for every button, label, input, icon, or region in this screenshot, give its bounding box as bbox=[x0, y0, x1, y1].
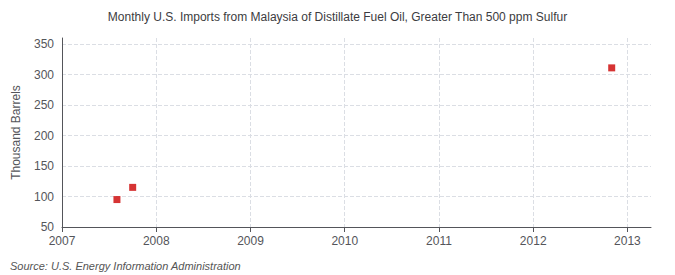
svg-text:50: 50 bbox=[41, 220, 55, 234]
svg-text:350: 350 bbox=[34, 37, 54, 51]
svg-text:Monthly U.S. Imports from Mala: Monthly U.S. Imports from Malaysia of Di… bbox=[108, 10, 567, 24]
svg-text:2007: 2007 bbox=[49, 234, 76, 248]
svg-text:2010: 2010 bbox=[331, 234, 358, 248]
svg-text:2008: 2008 bbox=[143, 234, 170, 248]
svg-text:200: 200 bbox=[34, 129, 54, 143]
svg-text:2012: 2012 bbox=[520, 234, 547, 248]
svg-text:2013: 2013 bbox=[614, 234, 641, 248]
svg-text:2009: 2009 bbox=[237, 234, 264, 248]
svg-text:2011: 2011 bbox=[426, 234, 452, 248]
svg-text:Thousand Barrels: Thousand Barrels bbox=[9, 85, 23, 180]
svg-text:300: 300 bbox=[34, 68, 54, 82]
svg-text:150: 150 bbox=[34, 159, 54, 173]
svg-text:100: 100 bbox=[34, 190, 54, 204]
svg-text:Source: U.S. Energy Informatio: Source: U.S. Energy Information Administ… bbox=[10, 260, 241, 272]
svg-text:250: 250 bbox=[34, 98, 54, 112]
